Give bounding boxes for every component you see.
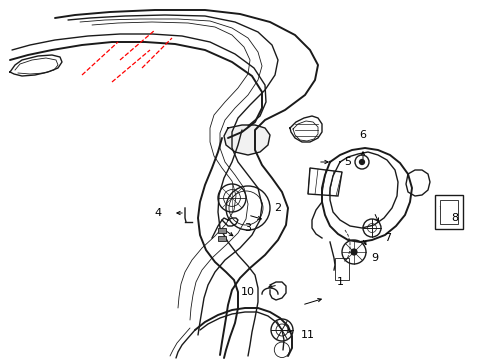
Text: 7: 7 <box>384 233 391 243</box>
Text: 10: 10 <box>241 287 254 297</box>
Polygon shape <box>224 125 269 155</box>
Text: 3: 3 <box>244 223 251 233</box>
Bar <box>218 228 225 233</box>
Text: 11: 11 <box>301 330 314 340</box>
Text: 6: 6 <box>359 130 366 140</box>
Text: 4: 4 <box>154 208 161 218</box>
Text: 2: 2 <box>274 203 281 213</box>
Text: 1: 1 <box>336 277 343 287</box>
Bar <box>439 200 457 224</box>
Text: 9: 9 <box>371 253 378 263</box>
Circle shape <box>358 159 365 165</box>
Text: 8: 8 <box>450 213 458 223</box>
Bar <box>334 258 348 280</box>
Bar <box>218 236 225 241</box>
Bar <box>434 195 462 229</box>
Circle shape <box>350 248 357 256</box>
Text: 5: 5 <box>344 157 351 167</box>
